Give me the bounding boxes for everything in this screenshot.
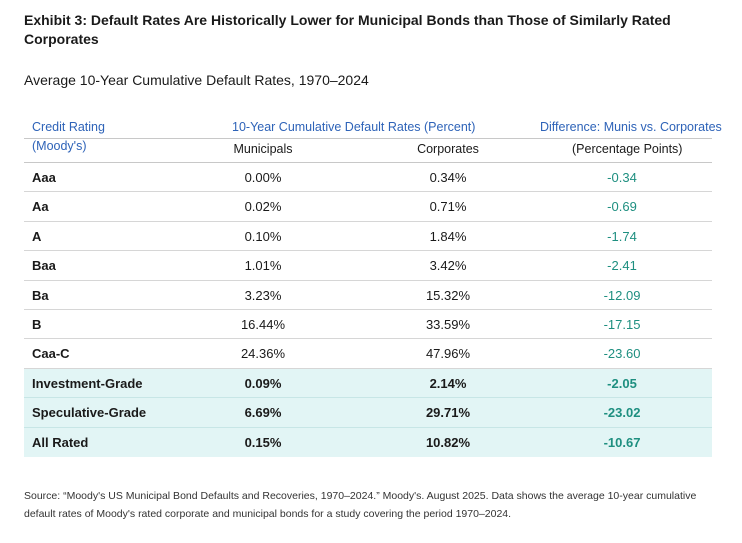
municipals-cell: 0.00% (244, 170, 282, 185)
header-divider (24, 138, 712, 139)
corporates-cell: 47.96% (425, 346, 471, 362)
rating-cell: Aa (32, 199, 49, 215)
municipals-cell: 1.01% (244, 258, 282, 274)
rating-cell: B (32, 316, 42, 332)
header-corporates: Corporates (417, 142, 479, 156)
rating-cell: Aaa (32, 170, 56, 185)
header-rating-line2: (Moody's) (32, 139, 87, 153)
table-row: A 0.10% 1.84% -1.74 (24, 222, 712, 252)
header-municipals: Municipals (233, 142, 293, 156)
summary-row-investment-grade: Investment-Grade 0.09% 2.14% -2.05 (24, 368, 712, 399)
table-row: Aaa 0.00% 0.34% -0.34 (24, 163, 712, 193)
difference-cell: -12.09 (603, 287, 641, 303)
municipals-cell: 0.15% (244, 434, 282, 450)
municipals-cell: 3.23% (244, 287, 282, 303)
table-header: Credit Rating (Moody's) 10-Year Cumulati… (24, 114, 722, 163)
header-bottom-divider (24, 162, 712, 163)
corporates-cell: 3.42% (429, 258, 467, 274)
table-row: Caa-C 24.36% 47.96% -23.60 (24, 339, 712, 369)
difference-cell: -2.05 (607, 375, 637, 391)
difference-cell: -23.02 (603, 405, 641, 421)
summary-row-all-rated: All Rated 0.15% 10.82% -10.67 (24, 427, 712, 457)
table-row: Ba 3.23% 15.32% -12.09 (24, 281, 712, 310)
rating-cell: A (32, 228, 42, 244)
table-row: Baa 1.01% 3.42% -2.41 (24, 251, 712, 281)
corporates-cell: 10.82% (425, 434, 471, 450)
header-difference-line1: Difference: Munis vs. Corporates (540, 120, 722, 134)
municipals-cell: 0.02% (244, 199, 282, 215)
summary-rows: Investment-Grade 0.09% 2.14% -2.05 Specu… (24, 368, 712, 457)
default-rates-table: Credit Rating (Moody's) 10-Year Cumulati… (24, 114, 722, 457)
source-note: Source: “Moody's US Municipal Bond Defau… (24, 490, 697, 520)
difference-cell: -0.69 (607, 199, 637, 215)
corporates-cell: 1.84% (429, 228, 467, 244)
corporates-cell: 29.71% (425, 405, 471, 421)
corporates-cell: 0.34% (429, 170, 467, 185)
corporates-cell: 33.59% (425, 316, 471, 332)
difference-cell: -0.34 (607, 170, 637, 185)
municipals-cell: 16.44% (240, 316, 286, 332)
corporates-cell: 2.14% (429, 375, 467, 391)
rating-cell: Speculative-Grade (32, 405, 147, 421)
exhibit-title: Exhibit 3: Default Rates Are Historicall… (24, 12, 671, 47)
municipals-cell: 0.10% (244, 228, 282, 244)
table-row: B 16.44% 33.59% -17.15 (24, 310, 712, 340)
rating-cell: Caa-C (32, 346, 70, 362)
municipals-cell: 6.69% (244, 405, 282, 421)
rating-cell: All Rated (32, 434, 89, 450)
municipals-cell: 0.09% (244, 375, 282, 391)
summary-row-speculative-grade: Speculative-Grade 6.69% 29.71% -23.02 (24, 398, 712, 428)
difference-cell: -1.74 (607, 228, 637, 244)
rating-rows: Aaa 0.00% 0.34% -0.34 Aa 0.02% 0.71% -0.… (24, 163, 712, 369)
difference-cell: -23.60 (603, 346, 641, 362)
rating-cell: Ba (32, 287, 49, 303)
header-group-label: 10-Year Cumulative Default Rates (Percen… (232, 120, 476, 134)
header-rating-line1: Credit Rating (32, 120, 105, 134)
table-row: Aa 0.02% 0.71% -0.69 (24, 192, 712, 222)
difference-cell: -10.67 (603, 434, 641, 450)
exhibit-subtitle: Average 10-Year Cumulative Default Rates… (24, 72, 369, 88)
difference-cell: -17.15 (603, 316, 641, 332)
corporates-cell: 15.32% (425, 287, 471, 303)
municipals-cell: 24.36% (240, 346, 286, 362)
header-difference-line2: (Percentage Points) (572, 142, 683, 156)
rating-cell: Investment-Grade (32, 375, 143, 391)
corporates-cell: 0.71% (429, 199, 467, 215)
rating-cell: Baa (32, 258, 56, 274)
difference-cell: -2.41 (607, 258, 637, 274)
